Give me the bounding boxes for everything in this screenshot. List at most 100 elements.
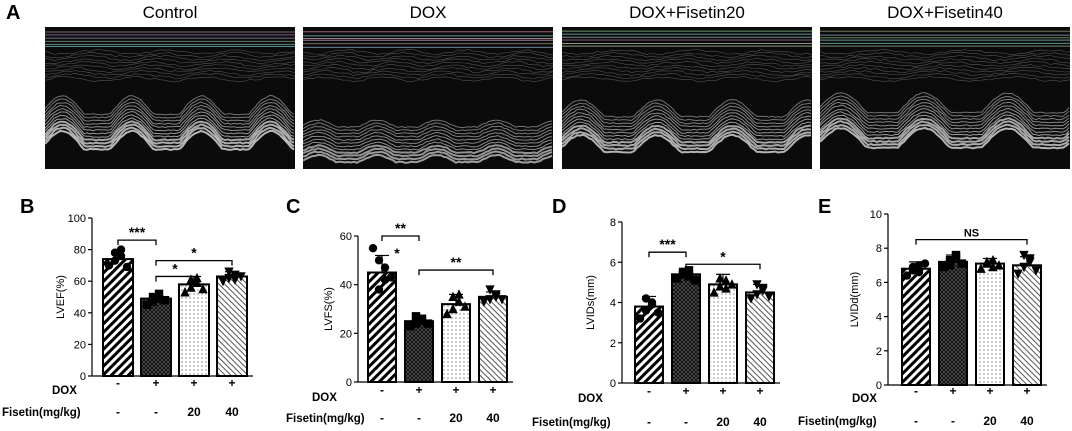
data-point-square [411,319,421,328]
echo-wave-line [562,133,812,154]
data-point-square [405,321,415,331]
row-label-dox: DOX [852,393,877,405]
data-point-triangle-down [230,275,240,285]
data-point-square [951,250,961,260]
bar-dox-fisetin20 [178,283,210,377]
fisetin-row-cell: - [116,405,120,419]
fisetin-row-cell: - [647,415,651,429]
row-label-fisetin: Fisetin(mg/kg) [798,416,877,428]
data-point-square [148,297,158,306]
data-point-square [684,266,694,275]
row-label-fisetin: Fisetin(mg/kg) [532,417,611,429]
echo-wall-line [303,51,553,58]
data-point-triangle-up [180,287,190,297]
echo-wave-line [562,130,812,151]
echo-wall-line [45,63,295,71]
data-point-triangle-up [715,273,725,283]
data-point-circle [386,273,396,282]
echo-wall-line [562,49,812,56]
significance-bracket [155,260,233,266]
echo-wall-line [303,64,553,71]
echo-wave-line [45,126,295,148]
echo-wave-line [562,118,812,138]
y-tick-label: 4 [610,298,616,310]
dox-row-cell: + [719,384,726,398]
y-tick-label: 6 [610,257,616,269]
significance-bracket [648,251,687,258]
echo-wall-line [820,57,1070,65]
echo-wall-line [820,72,1070,80]
dox-row-cell: - [116,376,120,390]
point-annotation: * [394,245,400,261]
data-point-square [160,295,170,305]
data-point-triangle-up [721,283,731,293]
bar-control [102,258,134,377]
y-tick-label: 60 [340,231,352,243]
data-point-square [154,289,164,299]
data-point-triangle-down [752,290,762,300]
echo-wave-line [562,115,812,134]
echo-wall-line [45,54,295,62]
echo-wave-line [303,153,553,164]
data-point-triangle-down [1019,250,1029,261]
data-point-triangle-up [198,283,208,294]
echo-wave-line [45,110,295,132]
echo-wall-line [562,52,812,59]
data-point-circle [635,314,645,323]
data-point-triangle-up [454,289,464,299]
y-tick-label: 0 [876,380,882,392]
dox-row-cell: + [190,376,197,390]
dox-row-cell: + [452,383,459,397]
fisetin-row-cell: 40 [225,405,239,419]
echo-wave-line [45,101,295,122]
echo-title-fisetin40: DOX+Fisetin40 [887,3,1003,22]
echo-wave-line [562,124,812,144]
data-point-triangle-up [988,254,998,265]
echo-wave-line [303,138,552,148]
echo-wall-line [820,66,1070,74]
echo-wall-line [562,76,812,83]
data-point-triangle-down [485,295,495,305]
data-point-triangle-down [752,280,762,290]
echo-wave-line [303,147,553,158]
dox-row-cell: + [1023,384,1030,398]
data-point-triangle-down [764,292,774,302]
significance-bracket [155,275,195,282]
data-point-circle [374,285,384,294]
data-point-square [678,268,688,277]
fisetin-row-cell: - [914,414,918,428]
echo-wall-line [303,69,553,76]
data-point-triangle-down [746,294,756,304]
echo-wave-line [820,120,1070,144]
bar-dox-fisetin40 [478,295,508,383]
bar-dox [671,273,701,384]
dox-row-cell: - [380,383,384,397]
echo-wave-line [562,121,812,141]
echo-background [820,27,1070,169]
data-point-triangle-up [448,291,458,302]
echo-wall-line [820,60,1070,68]
dox-row-cell: + [756,384,763,398]
echo-wall-line [45,49,295,55]
y-tick-label: 10 [870,209,882,221]
echo-wave-line [562,108,812,128]
panel-letter-b: B [20,196,35,218]
data-point-square [945,255,955,265]
echo-wave-line [820,104,1070,127]
dox-row-cell: + [228,376,235,390]
row-label-dox: DOX [312,392,337,404]
echo-wall-line [303,76,553,83]
bar-dox-fisetin40 [745,291,775,384]
echo-wall-line [45,69,295,77]
echo-wall-line [562,70,812,77]
echo-wall-line [303,55,553,62]
data-point-square [417,316,427,326]
significance-label: NS [964,228,979,240]
fisetin-row-cell: 20 [716,415,730,429]
data-point-circle [914,267,924,277]
data-point-square [672,274,682,283]
echo-wall-line [562,66,812,74]
echo-image-fisetin40 [820,27,1070,169]
echo-wave-line [45,94,295,116]
panel-letter-c: C [286,196,301,218]
